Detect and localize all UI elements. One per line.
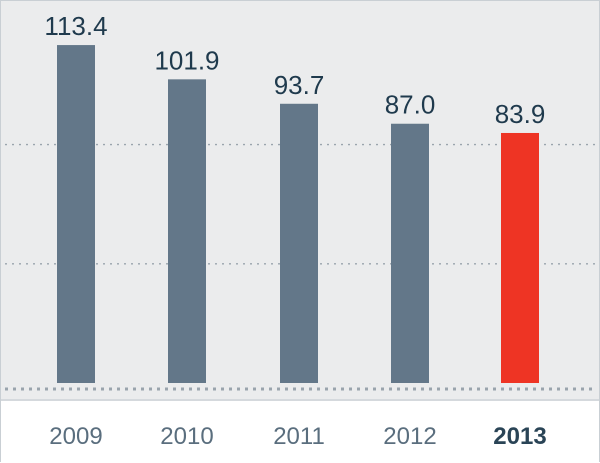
bar-2013 <box>501 132 539 383</box>
value-label-2013: 83.9 <box>495 99 546 129</box>
bar-2011 <box>280 103 318 384</box>
x-axis-band <box>1 399 599 463</box>
bar-2010 <box>168 79 206 383</box>
value-label-2012: 87.0 <box>385 90 436 120</box>
bar-2009 <box>57 45 95 384</box>
x-tick-label-2009: 2009 <box>49 423 102 450</box>
x-tick-label-2011: 2011 <box>273 423 325 450</box>
value-label-2009: 113.4 <box>44 11 107 41</box>
value-label-2010: 101.9 <box>154 45 219 75</box>
bar-2012 <box>391 123 429 384</box>
value-label-2011: 93.7 <box>274 70 325 100</box>
x-tick-label-2013: 2013 <box>493 423 546 450</box>
x-tick-label-2012: 2012 <box>383 423 436 450</box>
x-tick-label-2010: 2010 <box>160 423 213 450</box>
